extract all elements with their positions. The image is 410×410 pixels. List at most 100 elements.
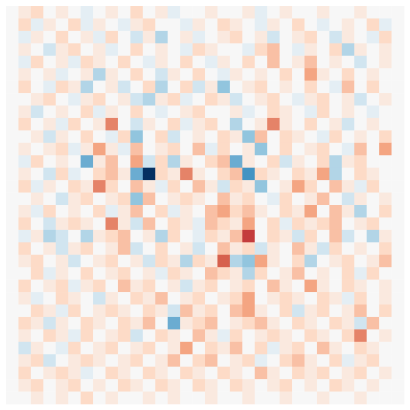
heatmap-cell	[180, 117, 193, 131]
heatmap-cell	[391, 366, 405, 380]
heatmap-cell	[18, 205, 32, 218]
heatmap-cell	[93, 217, 106, 231]
heatmap-cell	[80, 80, 94, 94]
heatmap-cell	[354, 68, 367, 81]
heatmap-cell	[304, 279, 318, 293]
heatmap-cell	[242, 292, 256, 305]
heatmap-cell	[117, 167, 131, 181]
heatmap-cell	[117, 217, 131, 231]
heatmap-cell	[55, 30, 69, 44]
heatmap-cell	[304, 316, 318, 330]
heatmap-cell	[254, 180, 268, 193]
heatmap-cell	[6, 93, 19, 106]
heatmap-cell	[292, 279, 305, 293]
heatmap-cell	[279, 279, 293, 293]
heatmap-cell	[142, 93, 156, 106]
heatmap-cell	[180, 43, 193, 57]
heatmap-cell	[130, 167, 144, 181]
heatmap-cell	[292, 341, 305, 355]
heatmap-cell	[391, 68, 405, 81]
heatmap-cell	[205, 279, 218, 293]
heatmap-cell	[105, 6, 119, 19]
heatmap-cell	[304, 43, 318, 57]
heatmap-cell	[316, 180, 330, 193]
heatmap-cell	[366, 142, 380, 156]
heatmap-cell	[254, 304, 268, 318]
heatmap-cell	[292, 292, 305, 305]
heatmap-cell	[30, 30, 44, 44]
heatmap-cell	[18, 341, 32, 355]
heatmap-cell	[217, 80, 231, 94]
heatmap-cell	[316, 142, 330, 156]
heatmap-cell	[229, 379, 243, 392]
heatmap-cell	[316, 68, 330, 81]
heatmap-cell	[6, 254, 19, 268]
heatmap-cell	[391, 205, 405, 218]
heatmap-cell	[142, 142, 156, 156]
heatmap-cell	[217, 142, 231, 156]
heatmap-cell	[354, 142, 367, 156]
heatmap-cell	[354, 192, 367, 206]
heatmap-cell	[93, 192, 106, 206]
heatmap-cell	[329, 180, 343, 193]
heatmap-cell	[18, 366, 32, 380]
heatmap-cell	[379, 267, 392, 280]
heatmap-cell	[43, 354, 57, 367]
heatmap-cell	[105, 155, 119, 168]
heatmap-cell	[6, 55, 19, 69]
heatmap-cell	[142, 341, 156, 355]
heatmap-cell	[242, 229, 256, 243]
heatmap-cell	[354, 80, 367, 94]
heatmap-cell	[329, 329, 343, 343]
heatmap-cell	[354, 18, 367, 32]
heatmap-cell	[242, 366, 256, 380]
heatmap-cell	[354, 254, 367, 268]
heatmap-cell	[105, 254, 119, 268]
heatmap-cell	[155, 254, 168, 268]
heatmap-cell	[155, 80, 168, 94]
heatmap-cell	[43, 55, 57, 69]
heatmap-cell	[354, 391, 367, 405]
heatmap-cell	[366, 68, 380, 81]
heatmap-cell	[292, 6, 305, 19]
heatmap-cell	[242, 316, 256, 330]
heatmap-cell	[292, 229, 305, 243]
heatmap-cell	[43, 229, 57, 243]
heatmap-cell	[341, 391, 355, 405]
heatmap-cell	[6, 366, 19, 380]
heatmap-cell	[130, 354, 144, 367]
heatmap-cell	[142, 80, 156, 94]
heatmap-cell	[55, 304, 69, 318]
heatmap-cell	[267, 341, 280, 355]
heatmap-cell	[192, 93, 206, 106]
heatmap-cell	[142, 55, 156, 69]
heatmap-cell	[155, 267, 168, 280]
heatmap-cell	[130, 180, 144, 193]
heatmap-cell	[18, 292, 32, 305]
heatmap-cell	[155, 205, 168, 218]
heatmap-cell	[117, 30, 131, 44]
heatmap-cell	[254, 292, 268, 305]
heatmap-cell	[279, 130, 293, 144]
heatmap-cell	[254, 391, 268, 405]
heatmap-cell	[167, 142, 181, 156]
heatmap-cell	[18, 242, 32, 256]
heatmap-cell	[18, 117, 32, 131]
heatmap-cell	[366, 242, 380, 256]
heatmap-cell	[80, 205, 94, 218]
heatmap-cell	[254, 267, 268, 280]
heatmap-cell	[105, 354, 119, 367]
heatmap-cell	[167, 366, 181, 380]
heatmap-cell	[167, 6, 181, 19]
heatmap-cell	[329, 354, 343, 367]
heatmap-cell	[55, 316, 69, 330]
heatmap-cell	[105, 242, 119, 256]
heatmap-cell	[117, 292, 131, 305]
heatmap-cell	[180, 93, 193, 106]
heatmap-cell	[242, 130, 256, 144]
heatmap-cell	[279, 142, 293, 156]
heatmap-cell	[341, 93, 355, 106]
heatmap-cell	[279, 55, 293, 69]
heatmap-cell	[155, 30, 168, 44]
heatmap-cell	[6, 217, 19, 231]
